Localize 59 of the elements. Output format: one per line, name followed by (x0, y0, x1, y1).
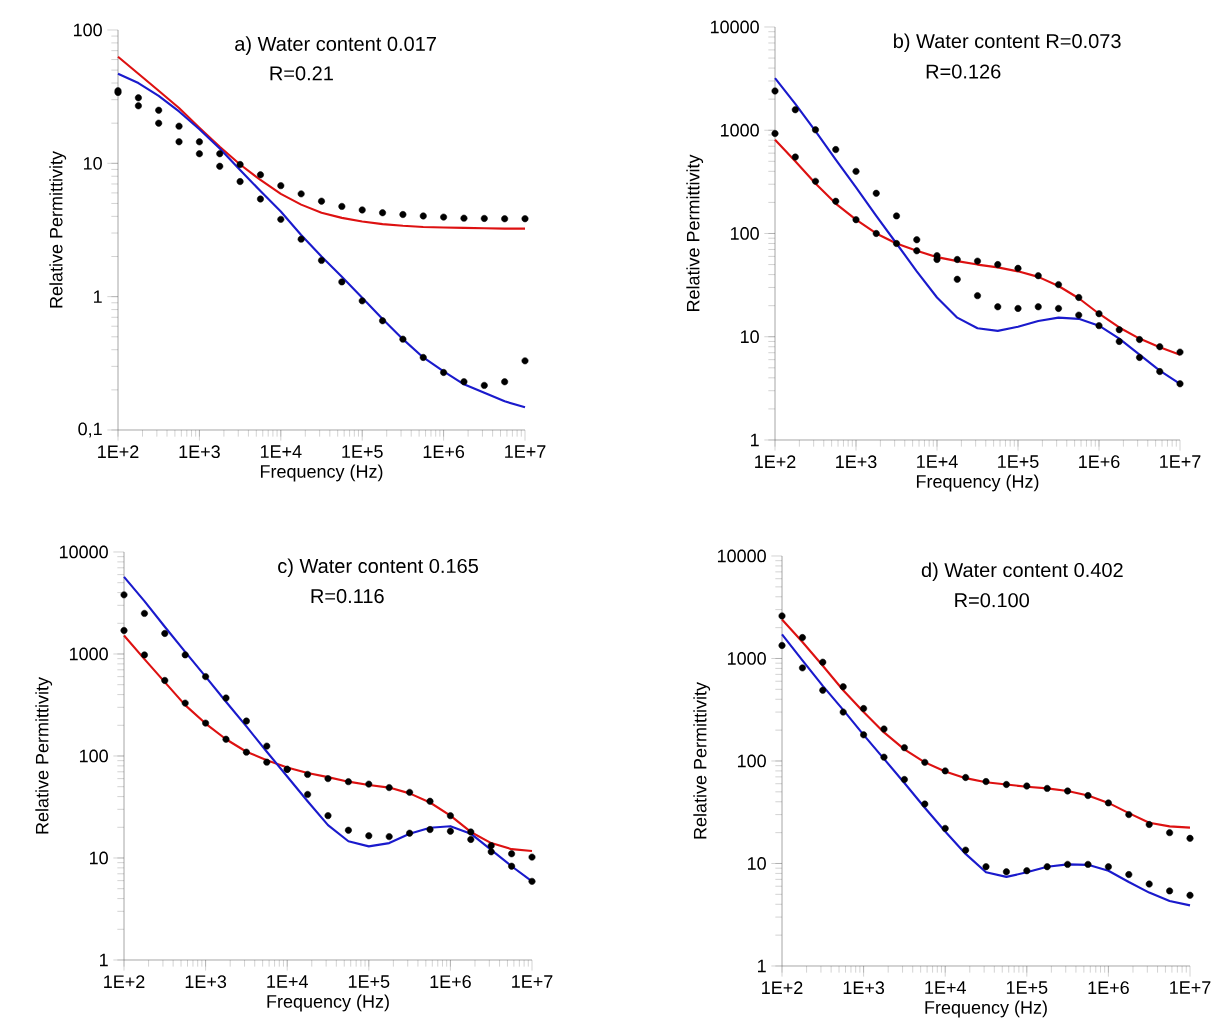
x-tick-label: 1E+3 (185, 975, 227, 989)
x-tick-label: 1E+5 (342, 445, 383, 458)
y-tick-label: 100 (73, 23, 102, 37)
x-tick-label: 1E+3 (836, 455, 877, 469)
x-tick-label: 1E+4 (917, 455, 958, 468)
annotation: c) Water content 0.165 (278, 558, 478, 578)
x-tick-label: 1E+7 (505, 445, 546, 458)
x-tick-label: 1E+2 (755, 455, 796, 468)
y-tick-label: 10000 (717, 549, 766, 563)
y-tick-label: 10 (90, 851, 108, 865)
annotation: R=0.126 (926, 64, 1001, 79)
x-tick-label: 1E+6 (1079, 455, 1120, 469)
x-tick-label: 1E+4 (925, 981, 966, 994)
y-tick-label: 1 (100, 953, 108, 967)
x-axis-title: Frequency (Hz) (267, 994, 389, 1012)
x-tick-label: 1E+5 (998, 455, 1039, 468)
annotation: b) Water content R=0.073 (894, 33, 1121, 53)
x-tick-label: 1E+6 (1088, 981, 1129, 995)
x-axis-title: Frequency (Hz) (916, 474, 1039, 492)
y-axis-title: Relative Permittivity (49, 151, 67, 308)
annotation: R=0.21 (270, 66, 333, 81)
x-axis-title: Frequency (Hz) (260, 464, 383, 482)
y-tick-label: 1 (758, 959, 766, 973)
y-tick-label: 10000 (59, 545, 108, 559)
y-tick-label: 0,1 (78, 422, 102, 438)
y-tick-label: 10 (83, 156, 102, 170)
x-tick-label: 1E+5 (1006, 981, 1048, 994)
y-tick-label: 10 (748, 857, 766, 870)
x-tick-label: 1E+7 (1170, 981, 1211, 994)
x-tick-label: 1E+7 (512, 975, 553, 988)
annotation: d) Water content 0.402 (921, 562, 1123, 582)
x-tick-label: 1E+4 (267, 975, 308, 988)
annotation: R=0.116 (311, 588, 384, 604)
y-tick-label: 100 (79, 749, 108, 763)
y-axis-title: Relative Permittivity (35, 677, 53, 834)
x-tick-label: 1E+7 (1160, 455, 1201, 468)
x-tick-label: 1E+6 (430, 975, 471, 989)
y-tick-label: 10 (740, 330, 759, 344)
x-tick-label: 1E+2 (762, 981, 803, 994)
x-tick-label: 1E+3 (843, 981, 885, 995)
x-tick-label: 1E+5 (348, 975, 390, 988)
x-tick-label: 1E+4 (260, 445, 302, 458)
x-axis-title: Frequency (Hz) (925, 1000, 1047, 1018)
y-tick-label: 1 (751, 433, 759, 447)
annotation: a) Water content 0.017 (235, 36, 436, 55)
x-tick-label: 1E+6 (423, 445, 465, 459)
x-tick-label: 1E+2 (104, 975, 145, 988)
y-tick-label: 1000 (69, 647, 108, 661)
y-tick-label: 1 (94, 290, 102, 303)
y-axis-title: Relative Permittivity (693, 682, 711, 839)
y-axis-title: Relative Permittivity (686, 154, 704, 312)
x-tick-label: 1E+2 (98, 445, 139, 458)
y-tick-label: 1000 (720, 123, 759, 137)
y-tick-label: 1000 (727, 652, 766, 665)
y-tick-label: 100 (730, 227, 759, 240)
x-tick-label: 1E+3 (179, 445, 220, 459)
y-tick-label: 10000 (710, 20, 759, 34)
y-tick-label: 100 (737, 754, 766, 768)
annotation: R=0.100 (955, 593, 1029, 608)
